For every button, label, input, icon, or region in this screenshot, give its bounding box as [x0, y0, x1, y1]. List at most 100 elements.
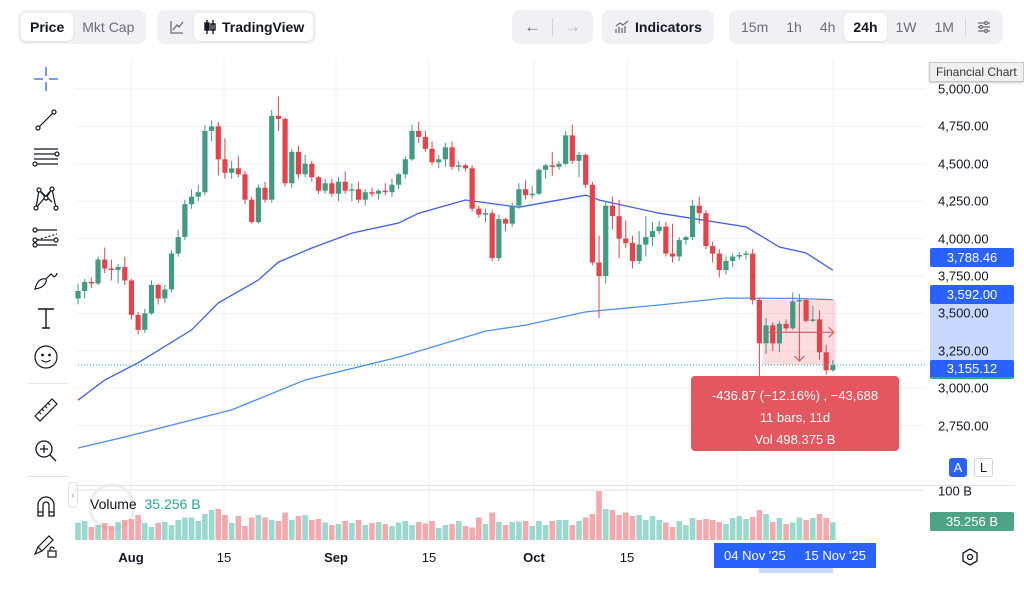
candle-body: [663, 226, 669, 254]
tradingview-button[interactable]: TradingView: [194, 13, 314, 41]
measure-arrows: [767, 303, 835, 362]
volume-bar: [582, 517, 589, 540]
projection-icon: [32, 227, 59, 248]
toolbar-divider: [28, 476, 68, 477]
arrow-right-icon: [767, 326, 835, 338]
candle-body: [135, 314, 141, 330]
brush-icon: [34, 272, 58, 290]
chart-style-toggle: TradingView: [157, 10, 317, 44]
time-label-sep-15: 15: [421, 550, 437, 565]
redo-button[interactable]: →: [555, 13, 590, 41]
interval-24h[interactable]: 24h: [844, 13, 887, 41]
volume-bar: [322, 522, 328, 540]
line-chart-button[interactable]: [160, 13, 194, 41]
candle-body: [656, 226, 662, 232]
emoji-tool[interactable]: [30, 341, 62, 373]
volume-bar: [549, 521, 556, 540]
candle-body: [476, 208, 482, 215]
volume-bar: [175, 520, 181, 540]
candle-body: [649, 231, 656, 238]
interval-1w[interactable]: 1W: [895, 19, 917, 35]
price-axis-label: 4,000.00: [938, 231, 989, 247]
candle-body: [696, 205, 702, 214]
volume-bar: [429, 521, 435, 540]
candle-body: [182, 204, 188, 238]
volume-bar: [135, 515, 141, 540]
candle-body: [95, 259, 101, 284]
candle-body: [302, 163, 308, 175]
volume-bar: [349, 523, 355, 540]
lock-drawings-tool[interactable]: [30, 530, 62, 562]
candle-body: [583, 154, 589, 185]
pane-divider[interactable]: [75, 485, 1015, 486]
candle-body: [128, 280, 135, 315]
volume-bar: [669, 527, 676, 540]
candle-body: [88, 281, 94, 284]
candle-body: [449, 147, 455, 167]
tab-price[interactable]: Price: [21, 13, 74, 41]
volume-bar: [288, 520, 295, 540]
zoom-tool[interactable]: [30, 435, 62, 467]
candle-body: [396, 174, 402, 185]
candle-body: [369, 192, 375, 194]
volume-bar: [522, 521, 529, 540]
volume-bar: [95, 525, 101, 540]
candle-body: [229, 168, 235, 173]
candle-body: [255, 187, 261, 223]
collapse-toolbar-button[interactable]: ‹: [68, 482, 78, 508]
measure-tool[interactable]: [30, 394, 62, 426]
magnet-tool[interactable]: [30, 490, 62, 522]
candle-body: [756, 299, 762, 344]
horizontal-lines-tool[interactable]: [30, 142, 62, 174]
ma-fast-badge: 3,788.46: [930, 248, 1014, 267]
candle-body: [322, 183, 328, 191]
tab-mkt-cap[interactable]: Mkt Cap: [82, 19, 135, 35]
brush-tool[interactable]: [30, 264, 62, 296]
interval-15m[interactable]: 15m: [741, 19, 769, 35]
interval-1h[interactable]: 1h: [786, 19, 802, 35]
line-chart-icon: [170, 21, 184, 34]
candle-body: [315, 177, 322, 191]
candle-body: [669, 253, 676, 257]
undo-button[interactable]: ←: [515, 13, 550, 41]
interval-1m[interactable]: 1M: [934, 19, 954, 35]
price-type-toggle: Price Mkt Cap: [18, 10, 147, 44]
volume-bar: [402, 521, 409, 540]
settings-button[interactable]: [961, 548, 979, 571]
time-range-highlight: [759, 568, 833, 573]
indicators-button[interactable]: Indicators: [605, 13, 711, 41]
chart-settings-button[interactable]: [968, 13, 1000, 41]
volume-bar: [556, 520, 562, 540]
candle-body: [803, 299, 809, 321]
pattern-tool[interactable]: [30, 182, 62, 214]
volume-bar: [756, 510, 763, 540]
volume-bar: [309, 520, 315, 540]
projection-tool[interactable]: [30, 222, 62, 254]
volume-bar: [496, 522, 502, 540]
volume-bar: [442, 525, 449, 540]
trend-line-tool[interactable]: [30, 104, 62, 136]
price-axis-label: 3,000.00: [938, 380, 989, 396]
measure-bars: 11 bars, 11d: [759, 410, 831, 425]
volume-bar: [415, 522, 422, 540]
volume-bar: [248, 517, 255, 540]
volume-bar: [763, 514, 769, 540]
candle-body: [376, 190, 382, 194]
candle-body: [522, 189, 529, 196]
candle-body: [416, 130, 422, 137]
log-scale-button[interactable]: L: [974, 458, 993, 477]
crosshair-tool[interactable]: [30, 63, 62, 95]
volume-bar: [703, 519, 709, 540]
arrow-right-icon: →: [564, 17, 581, 36]
volume-bar: [188, 517, 195, 540]
volume-bar: [683, 525, 689, 540]
candle-body: [329, 183, 335, 194]
auto-scale-button[interactable]: A: [949, 458, 967, 477]
volume-bar: [803, 520, 809, 540]
text-tool[interactable]: [30, 302, 62, 334]
volume-bar: [242, 526, 248, 540]
candle-body: [489, 213, 495, 259]
interval-4h[interactable]: 4h: [819, 19, 836, 35]
volume-bar: [375, 522, 382, 540]
